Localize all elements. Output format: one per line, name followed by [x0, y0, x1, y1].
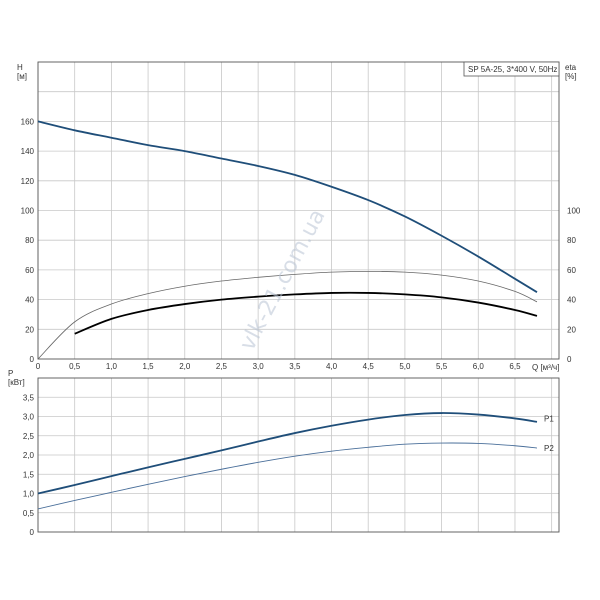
- bottom-tick-labels: 0 0,5 1,0 1,5 2,0 2,5 3,0 3,5: [23, 393, 35, 537]
- x-tick-label: 4,0: [326, 362, 338, 371]
- p-tick-label: 0,5: [23, 509, 35, 518]
- x-tick-label: 6,5: [509, 362, 521, 371]
- y-right-label-2: [%]: [565, 72, 577, 81]
- x-tick-label: 0: [36, 362, 41, 371]
- p-tick-label: 1,5: [23, 470, 35, 479]
- x-tick-label: 0,5: [69, 362, 81, 371]
- x-tick-label: 5,5: [436, 362, 448, 371]
- x-tick-label: 1,0: [106, 362, 118, 371]
- y-right-tick-label: 0: [567, 355, 572, 364]
- y-left-tick-label: 0: [30, 355, 35, 364]
- y-left-tick-label: 120: [21, 177, 35, 186]
- p-tick-label: 2,0: [23, 451, 35, 460]
- y-right-tick-label: 100: [567, 207, 581, 216]
- p-tick-label: 1,0: [23, 490, 35, 499]
- series-line-P2: [37, 442, 538, 510]
- y-right-label-1: eta: [565, 63, 577, 72]
- legend-label-P2: P2: [544, 444, 554, 453]
- y-left-tick-label: 20: [25, 325, 34, 334]
- bottom-series-group: P1 P2: [37, 412, 554, 510]
- p-tick-label: 2,5: [23, 432, 35, 441]
- y-left-tick-label: 40: [25, 296, 34, 305]
- series-line-eta_total: [74, 291, 538, 335]
- x-tick-label: 5,0: [399, 362, 411, 371]
- legend-label-P1: P1: [544, 414, 554, 423]
- y-left-label-top-2: [м]: [17, 72, 27, 81]
- y-left-label-bottom-2: [кВт]: [8, 378, 25, 387]
- series-line-eta_pump: [37, 270, 538, 360]
- y-left-tick-label: 60: [25, 266, 34, 275]
- p-tick-label: 3,0: [23, 413, 35, 422]
- y-right-tick-label: 20: [567, 325, 576, 334]
- title-box-text: SP 5A-25, 3*400 V, 50Hz: [468, 65, 557, 74]
- y-right-tick-label: 80: [567, 236, 576, 245]
- y-left-label-bottom-1: P: [8, 369, 13, 378]
- title-box: [463, 61, 560, 77]
- y-left-label-top-1: H: [17, 63, 23, 72]
- y-left-tick-label: 80: [25, 236, 34, 245]
- x-tick-label: 2,0: [179, 362, 191, 371]
- top-series-group: [37, 120, 538, 360]
- x-tick-label: 2,5: [216, 362, 228, 371]
- y-right-tick-label: 60: [567, 266, 576, 275]
- top-plot-frame: [37, 61, 560, 360]
- y-right-tick-label: 40: [567, 296, 576, 305]
- bottom-plot-frame: [37, 377, 560, 533]
- y-left-tick-label: 160: [21, 117, 35, 126]
- series-line-H: [37, 120, 538, 293]
- bottom-grid: [37, 378, 559, 532]
- p-tick-label: 3,5: [23, 393, 35, 402]
- x-tick-label: 3,0: [253, 362, 265, 371]
- series-line-P1: [37, 412, 538, 495]
- x-axis-label: Q [м³/ч]: [532, 363, 559, 372]
- top-grid: [37, 62, 559, 359]
- p-tick-label: 0: [30, 528, 35, 537]
- watermark-text: vlk-21.com.ua: [235, 205, 330, 355]
- x-tick-label: 3,5: [289, 362, 301, 371]
- y-left-tick-label: 100: [21, 207, 35, 216]
- top-tick-labels: 0 0,5 1,0 1,5 2,0 2,5 3,0 3,5 4,0 4,5 5,0 5,5 6,0 6,5…: [21, 117, 581, 371]
- x-tick-label: 4,5: [363, 362, 375, 371]
- y-left-tick-label: 140: [21, 147, 35, 156]
- x-tick-label: 6,0: [473, 362, 485, 371]
- x-tick-label: 1,5: [143, 362, 155, 371]
